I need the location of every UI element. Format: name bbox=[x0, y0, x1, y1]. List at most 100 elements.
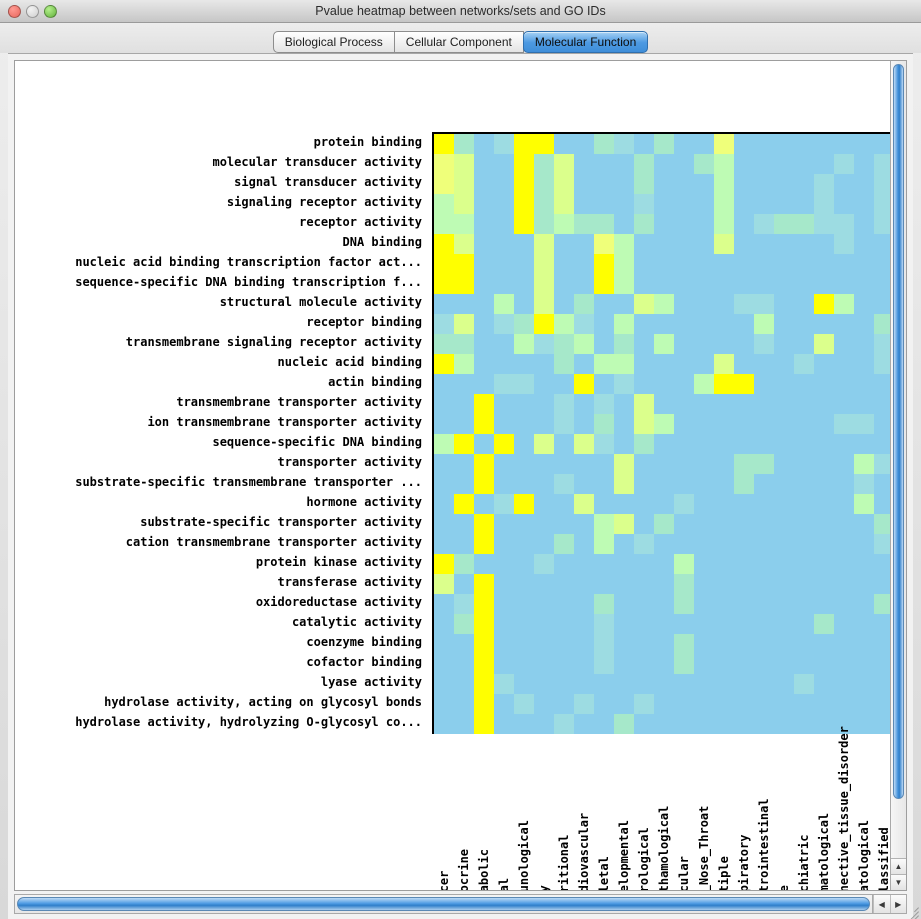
heatmap-cell[interactable] bbox=[774, 374, 794, 394]
heatmap-cell[interactable] bbox=[774, 474, 794, 494]
heatmap-cell[interactable] bbox=[574, 354, 594, 374]
heatmap-cell[interactable] bbox=[654, 454, 674, 474]
heatmap-cell[interactable] bbox=[834, 594, 854, 614]
heatmap-cell[interactable] bbox=[854, 694, 874, 714]
heatmap-cell[interactable] bbox=[654, 254, 674, 274]
heatmap-cell[interactable] bbox=[594, 674, 614, 694]
heatmap-cell[interactable] bbox=[814, 494, 834, 514]
heatmap-cell[interactable] bbox=[694, 254, 714, 274]
heatmap-cell[interactable] bbox=[754, 554, 774, 574]
heatmap-cell[interactable] bbox=[574, 694, 594, 714]
heatmap-cell[interactable] bbox=[614, 654, 634, 674]
heatmap-cell[interactable] bbox=[554, 414, 574, 434]
heatmap-cell[interactable] bbox=[774, 494, 794, 514]
heatmap-cell[interactable] bbox=[714, 174, 734, 194]
heatmap-cell[interactable] bbox=[594, 454, 614, 474]
heatmap-cell[interactable] bbox=[474, 474, 494, 494]
heatmap-cell[interactable] bbox=[694, 494, 714, 514]
heatmap-cell[interactable] bbox=[694, 674, 714, 694]
heatmap-cell[interactable] bbox=[594, 214, 614, 234]
heatmap-cell[interactable] bbox=[654, 214, 674, 234]
heatmap-cell[interactable] bbox=[514, 694, 534, 714]
heatmap-cell[interactable] bbox=[634, 374, 654, 394]
heatmap-cell[interactable] bbox=[614, 374, 634, 394]
heatmap-cell[interactable] bbox=[654, 154, 674, 174]
heatmap-cell[interactable] bbox=[614, 174, 634, 194]
heatmap-cell[interactable] bbox=[714, 234, 734, 254]
heatmap-cell[interactable] bbox=[874, 254, 890, 274]
heatmap-cell[interactable] bbox=[874, 674, 890, 694]
heatmap-cell[interactable] bbox=[674, 394, 694, 414]
heatmap-cell[interactable] bbox=[674, 254, 694, 274]
heatmap-cell[interactable] bbox=[434, 474, 454, 494]
heatmap-cell[interactable] bbox=[754, 334, 774, 354]
heatmap-cell[interactable] bbox=[614, 254, 634, 274]
heatmap-cell[interactable] bbox=[494, 634, 514, 654]
heatmap-cell[interactable] bbox=[594, 254, 614, 274]
heatmap-cell[interactable] bbox=[794, 574, 814, 594]
heatmap-cell[interactable] bbox=[594, 534, 614, 554]
heatmap-cell[interactable] bbox=[794, 454, 814, 474]
heatmap-cell[interactable] bbox=[754, 414, 774, 434]
heatmap-cell[interactable] bbox=[874, 514, 890, 534]
heatmap-cell[interactable] bbox=[634, 274, 654, 294]
heatmap-cell[interactable] bbox=[714, 574, 734, 594]
heatmap-cell[interactable] bbox=[774, 194, 794, 214]
heatmap-cell[interactable] bbox=[554, 374, 574, 394]
heatmap-cell[interactable] bbox=[674, 194, 694, 214]
heatmap-cell[interactable] bbox=[594, 614, 614, 634]
heatmap-cell[interactable] bbox=[634, 214, 654, 234]
heatmap-cell[interactable] bbox=[814, 554, 834, 574]
heatmap-cell[interactable] bbox=[714, 554, 734, 574]
heatmap-cell[interactable] bbox=[574, 454, 594, 474]
heatmap-cell[interactable] bbox=[734, 634, 754, 654]
heatmap-cell[interactable] bbox=[614, 294, 634, 314]
heatmap-cell[interactable] bbox=[654, 234, 674, 254]
heatmap-cell[interactable] bbox=[534, 574, 554, 594]
heatmap-cell[interactable] bbox=[874, 554, 890, 574]
heatmap-cell[interactable] bbox=[494, 434, 514, 454]
heatmap-cell[interactable] bbox=[654, 614, 674, 634]
heatmap-cell[interactable] bbox=[574, 334, 594, 354]
heatmap-cell[interactable] bbox=[574, 134, 594, 154]
heatmap-cell[interactable] bbox=[674, 234, 694, 254]
heatmap-cell[interactable] bbox=[454, 134, 474, 154]
heatmap-cell[interactable] bbox=[654, 274, 674, 294]
heatmap-cell[interactable] bbox=[594, 554, 614, 574]
heatmap-cell[interactable] bbox=[514, 234, 534, 254]
heatmap-cell[interactable] bbox=[434, 534, 454, 554]
heatmap-cell[interactable] bbox=[634, 194, 654, 214]
heatmap-cell[interactable] bbox=[434, 574, 454, 594]
heatmap-cell[interactable] bbox=[494, 554, 514, 574]
heatmap-cell[interactable] bbox=[514, 674, 534, 694]
heatmap-cell[interactable] bbox=[734, 334, 754, 354]
heatmap-cell[interactable] bbox=[454, 354, 474, 374]
heatmap-cell[interactable] bbox=[754, 714, 774, 734]
heatmap-cell[interactable] bbox=[454, 594, 474, 614]
heatmap-cell[interactable] bbox=[854, 174, 874, 194]
heatmap-cell[interactable] bbox=[634, 434, 654, 454]
heatmap-cell[interactable] bbox=[514, 294, 534, 314]
heatmap-cell[interactable] bbox=[774, 434, 794, 454]
heatmap-cell[interactable] bbox=[674, 454, 694, 474]
heatmap-cell[interactable] bbox=[794, 474, 814, 494]
heatmap-cell[interactable] bbox=[574, 174, 594, 194]
heatmap-cell[interactable] bbox=[714, 274, 734, 294]
heatmap-cell[interactable] bbox=[654, 334, 674, 354]
heatmap-cell[interactable] bbox=[874, 214, 890, 234]
heatmap-cell[interactable] bbox=[854, 394, 874, 414]
heatmap-cell[interactable] bbox=[714, 534, 734, 554]
heatmap-cell[interactable] bbox=[814, 654, 834, 674]
heatmap-cell[interactable] bbox=[694, 594, 714, 614]
heatmap-cell[interactable] bbox=[614, 394, 634, 414]
heatmap-cell[interactable] bbox=[454, 434, 474, 454]
heatmap-cell[interactable] bbox=[814, 474, 834, 494]
heatmap-cell[interactable] bbox=[554, 234, 574, 254]
heatmap-cell[interactable] bbox=[854, 214, 874, 234]
heatmap-cell[interactable] bbox=[754, 254, 774, 274]
heatmap-cell[interactable] bbox=[654, 634, 674, 654]
heatmap-cell[interactable] bbox=[674, 714, 694, 734]
heatmap-cell[interactable] bbox=[794, 394, 814, 414]
heatmap-cell[interactable] bbox=[594, 574, 614, 594]
heatmap-cell[interactable] bbox=[514, 534, 534, 554]
